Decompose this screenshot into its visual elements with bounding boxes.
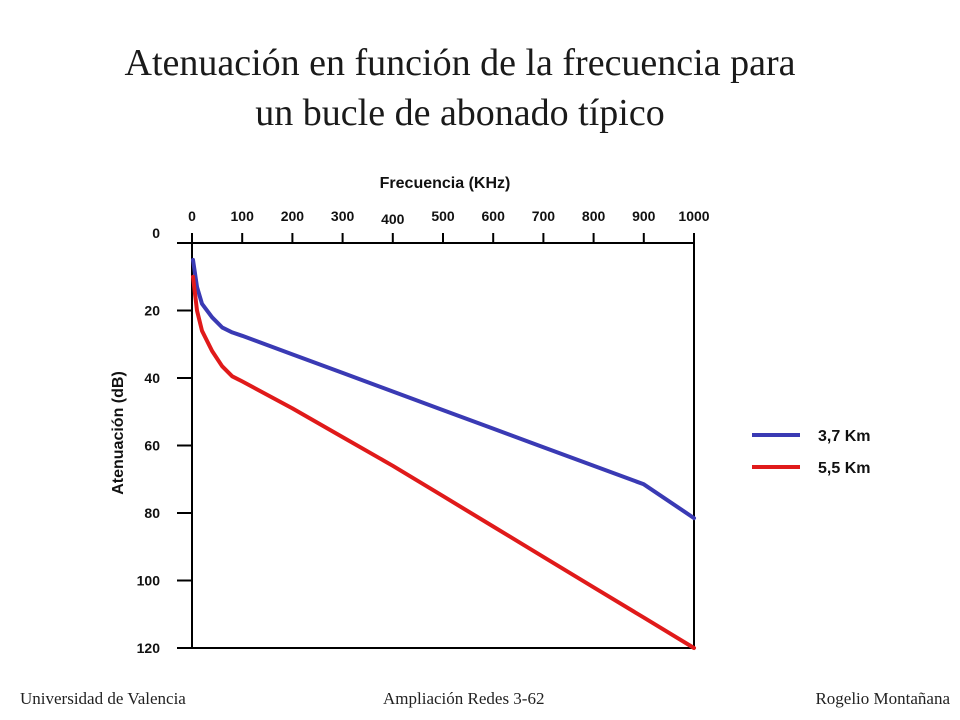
y-tick-label: 0 <box>152 225 160 241</box>
y-tick-label: 60 <box>144 438 160 454</box>
legend-label: 3,7 Km <box>818 428 870 445</box>
x-tick-label: 800 <box>582 208 606 224</box>
title-line-1: Atenuación en función de la frecuencia p… <box>124 42 796 84</box>
series-line-1 <box>191 257 696 521</box>
x-tick-label: 1000 <box>678 208 709 224</box>
footer-center: Ampliación Redes 3-62 <box>383 689 545 708</box>
x-tick-label: 500 <box>431 208 455 224</box>
footer-left: Universidad de Valencia <box>20 689 186 708</box>
x-tick-label: 600 <box>482 208 506 224</box>
y-axis-label: Atenuación (dB) <box>110 371 127 495</box>
x-tick-label: 200 <box>281 208 305 224</box>
x-tick-label: 300 <box>331 208 355 224</box>
title-line-2: un bucle de abonado típico <box>255 92 665 134</box>
x-axis-label: Frecuencia (KHz) <box>380 175 511 192</box>
y-tick-label: 20 <box>144 303 160 319</box>
y-tick-label: 120 <box>137 640 161 656</box>
x-tick-label: 900 <box>632 208 656 224</box>
x-tick-label: 400 <box>381 211 405 227</box>
legend-label: 5,5 Km <box>818 460 870 477</box>
y-tick-label: 100 <box>137 573 161 589</box>
y-tick-label: 40 <box>144 370 160 386</box>
chart-axes: 0 100 200 300 400 500 600 700 800 900 1000 0 20 40 60 8… <box>110 175 710 656</box>
x-tick-label: 0 <box>188 208 196 224</box>
y-tick-label: 80 <box>144 505 160 521</box>
footer-right: Rogelio Montañana <box>815 689 950 708</box>
x-tick-label: 700 <box>532 208 556 224</box>
page-title: Atenuación en función de la frecuencia p… <box>0 38 920 138</box>
series-line-2 <box>191 274 696 650</box>
chart-series-lines <box>191 257 696 650</box>
chart-legend: 3,7 Km 5,5 Km <box>752 428 870 477</box>
x-tick-label: 100 <box>231 208 255 224</box>
